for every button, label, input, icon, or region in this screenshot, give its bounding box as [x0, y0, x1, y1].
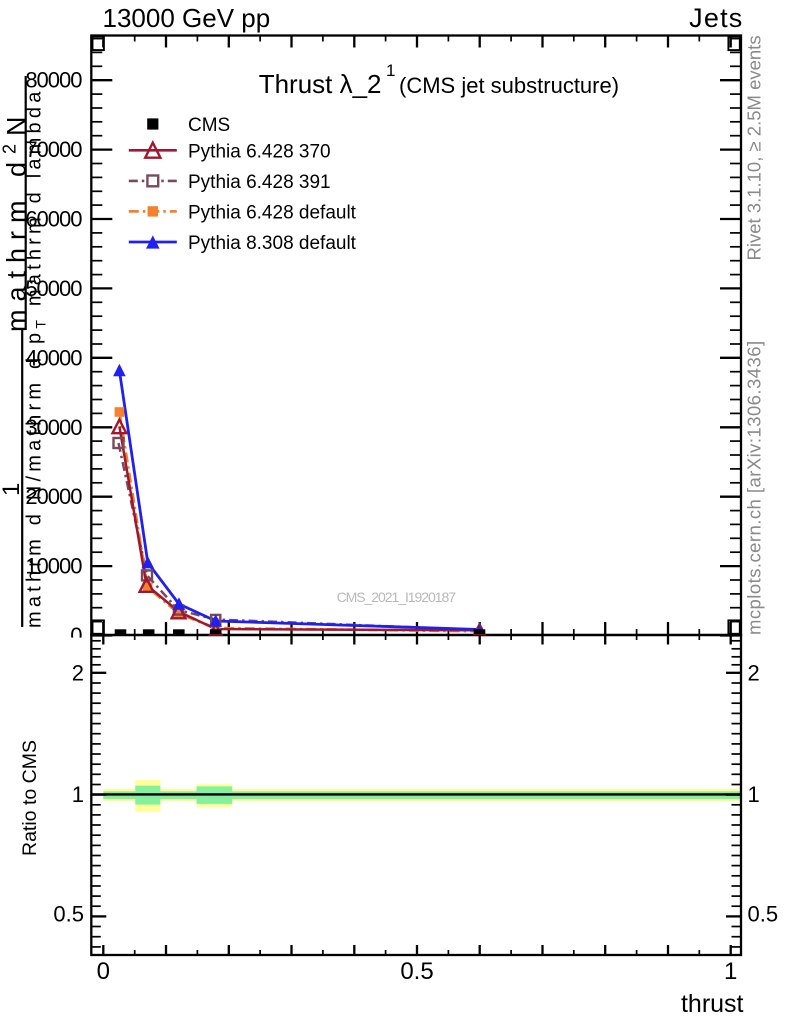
svg-text:80000: 80000 [25, 68, 82, 93]
svg-text:Ratio to CMS: Ratio to CMS [19, 740, 41, 856]
svg-text:mcplots.cern.ch [arXiv:1306.34: mcplots.cern.ch [arXiv:1306.3436] [744, 340, 765, 635]
svg-text:CMS: CMS [188, 115, 230, 136]
svg-text:13000 GeV pp: 13000 GeV pp [103, 3, 271, 33]
svg-text:30000: 30000 [25, 415, 82, 440]
svg-text:40000: 40000 [25, 345, 82, 370]
svg-text:Pythia 6.428 default: Pythia 6.428 default [188, 202, 357, 223]
svg-text:CMS_2021_I1920187: CMS_2021_I1920187 [337, 589, 457, 605]
svg-text:mathrm d N/mathrm d pT mathrm: mathrm d N/mathrm d pT mathrm d lambda [24, 87, 49, 628]
svg-text:0: 0 [97, 958, 110, 985]
svg-text:0.5: 0.5 [53, 901, 84, 926]
svg-text:Pythia 6.428 370: Pythia 6.428 370 [188, 141, 331, 162]
svg-text:2: 2 [748, 660, 760, 685]
svg-text:Rivet 3.1.10, ≥ 2.5M events: Rivet 3.1.10, ≥ 2.5M events [744, 35, 765, 260]
svg-text:1: 1 [72, 782, 84, 807]
svg-text:70000: 70000 [25, 137, 82, 162]
svg-text:1: 1 [386, 61, 395, 80]
svg-text:Pythia 8.308 default: Pythia 8.308 default [188, 233, 357, 254]
svg-text:Thrust λ_2: Thrust λ_2 [259, 69, 382, 99]
svg-text:10000: 10000 [25, 554, 82, 579]
svg-text:0.5: 0.5 [400, 958, 433, 985]
svg-text:thrust: thrust [681, 990, 744, 1018]
svg-text:Pythia 6.428 391: Pythia 6.428 391 [188, 172, 331, 193]
svg-text:2: 2 [72, 660, 84, 685]
svg-text:1: 1 [748, 782, 760, 807]
svg-text:1: 1 [724, 958, 737, 985]
svg-text:Jets: Jets [689, 3, 743, 33]
svg-text:1: 1 [0, 483, 25, 496]
svg-text:0.5: 0.5 [748, 901, 779, 926]
svg-text:60000: 60000 [25, 207, 82, 232]
svg-text:50000: 50000 [25, 276, 82, 301]
svg-text:20000: 20000 [25, 484, 82, 509]
svg-text:(CMS jet substructure): (CMS jet substructure) [399, 73, 619, 98]
